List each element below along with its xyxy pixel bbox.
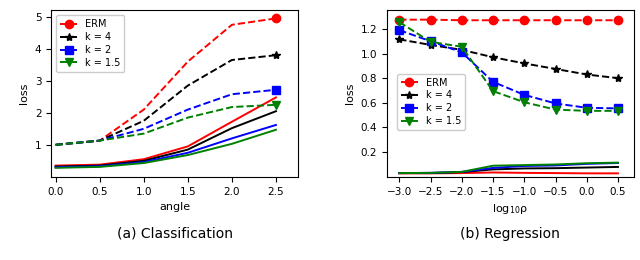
X-axis label: $\mathrm{log_{10}\rho}$: $\mathrm{log_{10}\rho}$ — [492, 202, 528, 216]
Text: (a) Classification: (a) Classification — [116, 227, 232, 241]
X-axis label: angle: angle — [159, 202, 190, 212]
Y-axis label: loss: loss — [345, 83, 355, 104]
Legend: ERM, k = 4, k = 2, k = 1.5: ERM, k = 4, k = 2, k = 1.5 — [397, 74, 465, 130]
Y-axis label: loss: loss — [19, 83, 29, 104]
Legend: ERM, k = 4, k = 2, k = 1.5: ERM, k = 4, k = 2, k = 1.5 — [56, 15, 125, 72]
Text: (b) Regression: (b) Regression — [460, 227, 560, 241]
